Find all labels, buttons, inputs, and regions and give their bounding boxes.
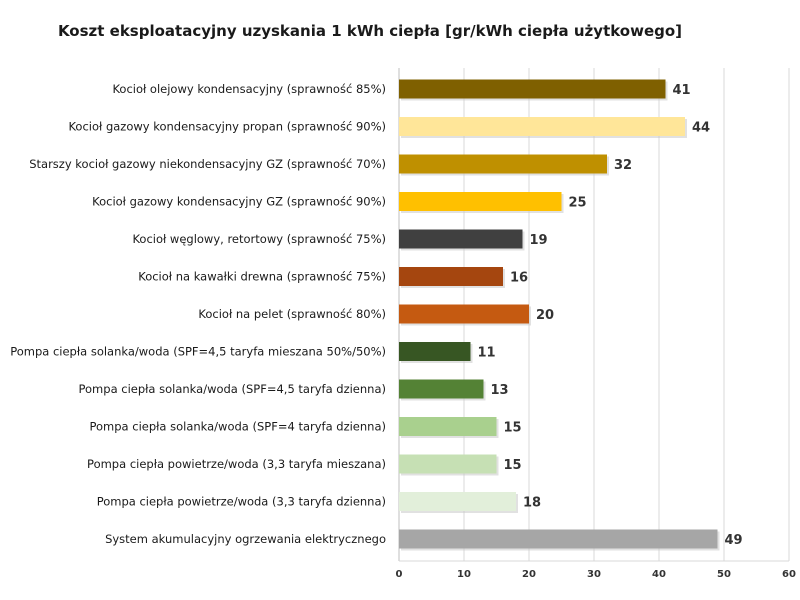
bar	[399, 229, 523, 249]
category-label: Starszy kocioł gazowy niekondensacyjny G…	[29, 157, 386, 171]
category-label: System akumulacyjny ogrzewania elektrycz…	[105, 532, 386, 546]
category-label: Kocioł olejowy kondensacyjny (sprawność …	[112, 82, 386, 96]
chart-title: Koszt eksploatacyjny uzyskania 1 kWh cie…	[57, 22, 683, 40]
category-label: Pompa ciepła solanka/woda (SPF=4,5 taryf…	[10, 345, 386, 359]
x-tick-label: 50	[717, 569, 731, 580]
bar	[399, 342, 471, 361]
data-label: 32	[614, 158, 632, 173]
bar	[399, 79, 666, 99]
category-label: Pompa ciepła solanka/woda (SPF=4 taryfa …	[89, 420, 386, 434]
category-label: Kocioł gazowy kondensacyjny propan (spra…	[68, 120, 386, 134]
data-label: 25	[569, 196, 587, 211]
bar	[399, 529, 718, 549]
bar	[399, 417, 497, 436]
data-label: 41	[673, 83, 691, 98]
bar	[399, 454, 497, 474]
bar	[399, 379, 484, 399]
data-label: 15	[504, 421, 522, 436]
x-tick-label: 10	[457, 569, 471, 580]
bar	[399, 492, 516, 511]
data-label: 11	[478, 346, 496, 361]
data-label: 44	[692, 121, 710, 136]
x-tick-label: 20	[522, 569, 536, 580]
bar	[399, 117, 685, 136]
data-label: 18	[523, 496, 541, 511]
x-tick-label: 30	[587, 569, 601, 580]
data-label: 49	[725, 533, 743, 548]
bar	[399, 267, 503, 286]
category-label: Kocioł na kawałki drewna (sprawność 75%)	[138, 270, 386, 284]
data-label: 15	[504, 458, 522, 473]
bar	[399, 192, 562, 211]
data-label: 19	[530, 233, 548, 248]
category-label: Pompa ciepła powietrze/woda (3,3 taryfa …	[87, 457, 386, 471]
x-tick-label: 0	[396, 569, 403, 580]
x-tick-label: 40	[652, 569, 666, 580]
category-label: Pompa ciepła solanka/woda (SPF=4,5 taryf…	[79, 382, 387, 396]
category-label: Kocioł na pelet (sprawność 80%)	[198, 307, 386, 321]
category-label: Kocioł węglowy, retortowy (sprawność 75%…	[132, 232, 386, 246]
data-label: 16	[510, 271, 528, 286]
bar	[399, 154, 607, 174]
bar	[399, 304, 529, 324]
x-tick-label: 60	[782, 569, 796, 580]
category-label: Kocioł gazowy kondensacyjny GZ (sprawnoś…	[92, 195, 386, 209]
data-label: 20	[536, 308, 554, 323]
data-label: 13	[491, 383, 509, 398]
category-label: Pompa ciepła powietrze/woda (3,3 taryfa …	[97, 495, 386, 509]
